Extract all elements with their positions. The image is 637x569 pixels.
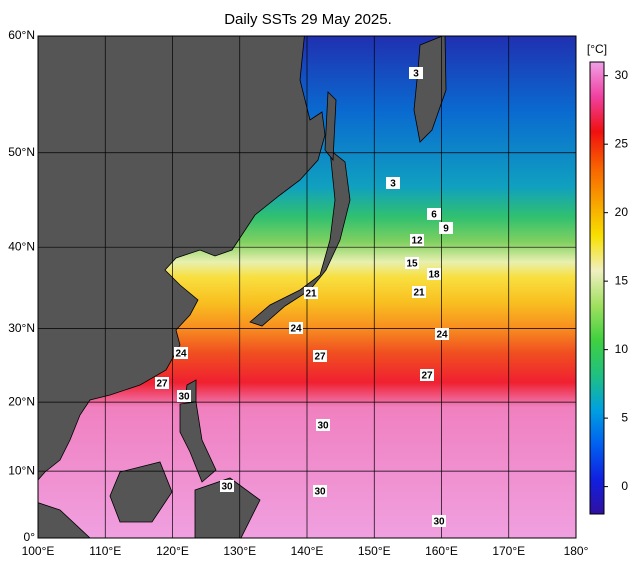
contour-label: 6	[431, 210, 437, 221]
contour-label: 27	[156, 379, 168, 390]
contour-label-box	[409, 67, 423, 79]
lon-tick-label: 110°E	[89, 544, 121, 558]
contour-label-box	[427, 208, 441, 220]
contour-label: 30	[314, 487, 326, 498]
lon-tick-label: 100°E	[22, 544, 55, 558]
lat-tick-label: 50°N	[8, 145, 35, 159]
contour-label-box	[410, 234, 424, 246]
lon-tick-label: 120°E	[156, 544, 189, 558]
colorbar-tick-label: 30	[615, 68, 629, 82]
lon-tick-label: 160°E	[425, 544, 458, 558]
contour-label-box	[220, 480, 234, 492]
colorbar-tick-label: 25	[615, 136, 629, 150]
contour-label: 3	[390, 179, 396, 190]
lon-tick-label: 150°E	[358, 544, 391, 558]
contour-label-box	[420, 369, 434, 381]
contour-label-box	[427, 268, 441, 280]
lon-tick-label: 130°E	[223, 544, 256, 558]
contour-label-box	[289, 322, 303, 334]
contour-label: 30	[317, 421, 329, 432]
contour-label: 21	[413, 288, 425, 299]
contour-label: 30	[433, 517, 445, 528]
contour-label-box	[386, 177, 400, 189]
contour-label-box	[435, 328, 449, 340]
contour-label: 30	[221, 482, 233, 493]
contour-label: 21	[305, 289, 317, 300]
colorbar-tick-label: 5	[621, 410, 628, 424]
colorbar	[589, 61, 605, 515]
lat-tick-label: 40°N	[8, 239, 35, 253]
lon-tick-label: 170°E	[492, 544, 525, 558]
colorbar-tick-label: 10	[615, 342, 629, 356]
contour-label: 24	[436, 330, 448, 341]
contour-label-box	[405, 257, 419, 269]
contour-label: 27	[421, 371, 433, 382]
lon-tick-label: 180°	[564, 544, 589, 558]
colorbar-tick-label: 20	[615, 205, 629, 219]
contour-label: 12	[411, 236, 423, 247]
contour-label-box	[313, 485, 327, 497]
land	[38, 36, 447, 538]
colorbar-tick-label: 0	[621, 479, 628, 493]
contour-label: 9	[443, 224, 449, 235]
contour-label: 18	[428, 270, 440, 281]
colorbar-unit: [°C]	[587, 42, 607, 56]
contour-label: 27	[314, 352, 326, 363]
colorbar-tick-label: 15	[615, 273, 629, 287]
contour-label-box	[174, 347, 188, 359]
contour-label-box	[304, 287, 318, 299]
contour-label-box	[439, 222, 453, 234]
contour-label-box	[432, 515, 446, 527]
lon-tick-label: 140°E	[291, 544, 324, 558]
contour-label-box	[177, 390, 191, 402]
map-frame	[37, 35, 577, 539]
lat-tick-label: 30°N	[8, 321, 35, 335]
contour-label: 15	[406, 259, 418, 270]
contour-label-box	[313, 350, 327, 362]
title: Daily SSTs 29 May 2025.	[224, 11, 392, 28]
contour-label-box	[412, 286, 426, 298]
lat-tick-label: 60°N	[8, 28, 35, 42]
graticule	[38, 36, 576, 538]
contour-label-box	[155, 377, 169, 389]
contour-label-box	[316, 419, 330, 431]
contour-label: 3	[413, 69, 419, 80]
lat-tick-label: 10°N	[8, 463, 35, 477]
contour-label: 24	[175, 349, 187, 360]
contour-label: 24	[290, 324, 302, 335]
lat-tick-label: 20°N	[8, 394, 35, 408]
lat-tick-label: 0°	[24, 530, 36, 544]
contour-label: 30	[178, 392, 190, 403]
